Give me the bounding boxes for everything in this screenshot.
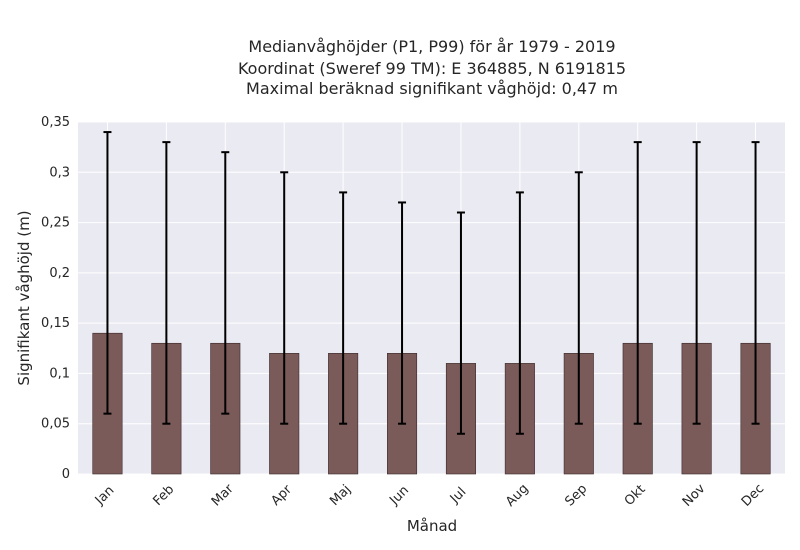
errorbar-nov — [692, 141, 701, 425]
errorbar-jun — [398, 201, 407, 425]
y-tick-label: 0,35 — [41, 115, 70, 130]
errorbar-dec — [751, 141, 760, 425]
y-axis-label: Signifikant våghöjd (m) — [15, 210, 33, 385]
y-tick-label: 0,15 — [41, 316, 70, 331]
y-ticks: 0 0,05 0,1 0,15 0,2 0,25 0,3 0,35 — [41, 115, 70, 482]
error-bars — [103, 131, 760, 435]
x-tick-label-aug: Aug — [503, 481, 532, 510]
x-tick-label-feb: Feb — [150, 482, 177, 509]
x-tick-label-jan: Jan — [92, 483, 117, 508]
chart-title-line-3: Maximal beräknad signifikant våghöjd: 0,… — [246, 79, 618, 98]
y-tick-label: 0,25 — [41, 216, 70, 231]
errorbar-mar — [221, 151, 230, 415]
x-tick-label-dec: Dec — [739, 481, 767, 509]
x-tick-label-maj: Maj — [327, 482, 354, 509]
y-tick-label: 0,05 — [41, 417, 70, 432]
y-tick-label: 0 — [62, 467, 70, 482]
y-tick-label: 0,2 — [49, 266, 70, 281]
errorbar-okt — [633, 141, 642, 425]
x-axis-label: Månad — [407, 517, 457, 535]
x-tick-label-okt: Okt — [622, 482, 649, 509]
errorbar-maj — [339, 191, 348, 425]
errorbar-jul — [456, 211, 465, 435]
y-tick-label: 0,3 — [49, 165, 70, 180]
errorbar-sep — [574, 171, 583, 425]
plot-area — [78, 122, 785, 474]
errorbar-jan — [103, 131, 112, 415]
x-tick-label-mar: Mar — [209, 481, 237, 509]
y-tick-label: 0,1 — [49, 366, 70, 381]
x-tick-label-sep: Sep — [562, 482, 590, 510]
x-tick-label-nov: Nov — [680, 481, 709, 510]
x-tick-label-apr: Apr — [268, 482, 295, 509]
x-tick-label-jun: Jun — [386, 483, 412, 509]
chart-title-line-2: Koordinat (Sweref 99 TM): E 364885, N 61… — [238, 59, 626, 78]
chart-title-line-1: Medianvåghöjder (P1, P99) för år 1979 - … — [248, 37, 615, 56]
errorbar-feb — [162, 141, 171, 425]
errorbar-apr — [280, 171, 289, 425]
x-ticks: Jan Feb Mar Apr Maj Jun Jul Aug Sep Okt Nov Dec — [92, 481, 767, 510]
errorbar-aug — [515, 191, 524, 435]
x-tick-label-jul: Jul — [447, 485, 469, 507]
